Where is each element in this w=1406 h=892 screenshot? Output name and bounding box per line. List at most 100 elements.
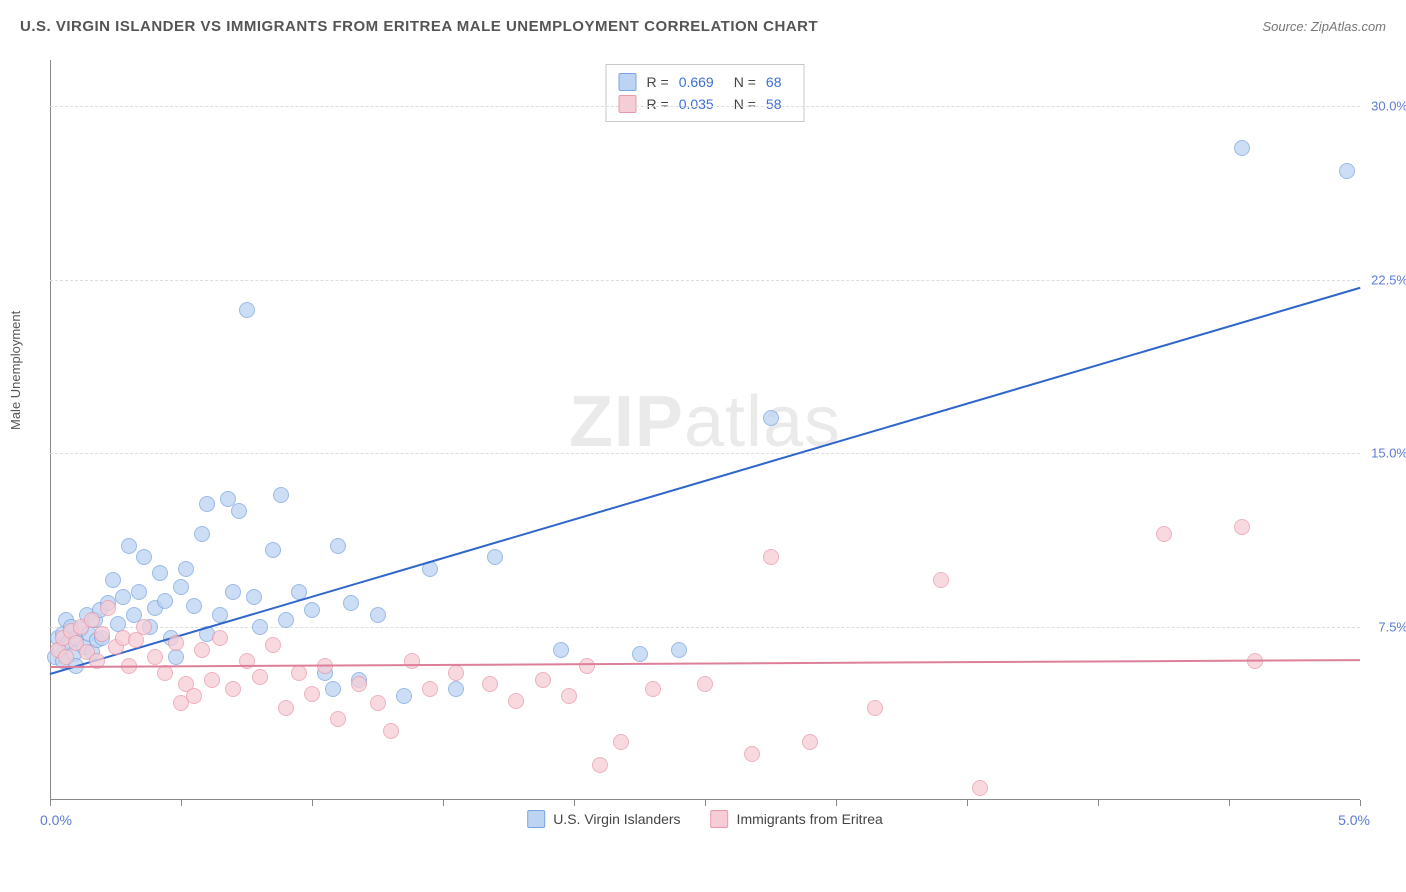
x-tick xyxy=(443,800,444,806)
data-point xyxy=(370,607,386,623)
legend-swatch xyxy=(619,73,637,91)
x-tick xyxy=(967,800,968,806)
data-point xyxy=(131,584,147,600)
data-point xyxy=(291,665,307,681)
data-point xyxy=(265,542,281,558)
data-point xyxy=(173,579,189,595)
chart-title: U.S. VIRGIN ISLANDER VS IMMIGRANTS FROM … xyxy=(20,18,818,35)
data-point xyxy=(115,589,131,605)
x-tick xyxy=(574,800,575,806)
data-point xyxy=(579,658,595,674)
data-point xyxy=(1234,519,1250,535)
data-point xyxy=(147,649,163,665)
y-tick-label: 22.5% xyxy=(1371,272,1406,287)
data-point xyxy=(231,503,247,519)
n-label: N = xyxy=(734,96,756,112)
data-point xyxy=(396,688,412,704)
legend-item: Immigrants from Eritrea xyxy=(711,810,883,828)
data-point xyxy=(671,642,687,658)
legend-item: U.S. Virgin Islanders xyxy=(527,810,680,828)
data-point xyxy=(802,734,818,750)
n-value: 68 xyxy=(766,74,782,90)
data-point xyxy=(744,746,760,762)
data-point xyxy=(561,688,577,704)
data-point xyxy=(330,538,346,554)
r-value: 0.035 xyxy=(679,96,714,112)
data-point xyxy=(204,672,220,688)
r-label: R = xyxy=(647,96,669,112)
data-point xyxy=(304,686,320,702)
data-point xyxy=(186,598,202,614)
data-point xyxy=(972,780,988,796)
data-point xyxy=(330,711,346,727)
data-point xyxy=(136,549,152,565)
chart-header: U.S. VIRGIN ISLANDER VS IMMIGRANTS FROM … xyxy=(20,18,1386,35)
data-point xyxy=(278,612,294,628)
data-point xyxy=(273,487,289,503)
stats-legend-box: R = 0.669 N = 68 R = 0.035 N = 58 xyxy=(606,64,805,122)
data-point xyxy=(325,681,341,697)
data-point xyxy=(252,619,268,635)
data-point xyxy=(194,642,210,658)
n-value: 58 xyxy=(766,96,782,112)
data-point xyxy=(448,665,464,681)
data-point xyxy=(168,635,184,651)
legend-swatch xyxy=(619,95,637,113)
legend-label: U.S. Virgin Islanders xyxy=(553,811,680,827)
data-point xyxy=(239,302,255,318)
data-point xyxy=(136,619,152,635)
x-tick xyxy=(181,800,182,806)
y-tick-label: 7.5% xyxy=(1378,619,1406,634)
data-point xyxy=(194,526,210,542)
x-tick xyxy=(1098,800,1099,806)
x-tick xyxy=(312,800,313,806)
data-point xyxy=(1234,140,1250,156)
data-point xyxy=(212,630,228,646)
data-point xyxy=(482,676,498,692)
y-axis-line xyxy=(50,60,51,800)
data-point xyxy=(370,695,386,711)
data-point xyxy=(448,681,464,697)
data-point xyxy=(304,602,320,618)
trend-line xyxy=(50,287,1361,675)
data-point xyxy=(404,653,420,669)
scatter-chart: ZIPatlas R =0.669N =68R =0.035N =58 U.S.… xyxy=(50,60,1360,800)
data-point xyxy=(278,700,294,716)
n-label: N = xyxy=(734,74,756,90)
data-point xyxy=(84,612,100,628)
grid-line xyxy=(50,627,1360,628)
data-point xyxy=(763,549,779,565)
data-point xyxy=(121,538,137,554)
r-label: R = xyxy=(647,74,669,90)
legend-label: Immigrants from Eritrea xyxy=(737,811,883,827)
data-point xyxy=(383,723,399,739)
x-axis-max-label: 5.0% xyxy=(1338,812,1370,828)
x-tick xyxy=(836,800,837,806)
legend-swatch xyxy=(711,810,729,828)
y-tick-label: 30.0% xyxy=(1371,99,1406,114)
x-tick xyxy=(705,800,706,806)
data-point xyxy=(422,681,438,697)
y-tick-label: 15.0% xyxy=(1371,446,1406,461)
data-point xyxy=(645,681,661,697)
x-tick xyxy=(1360,800,1361,806)
data-point xyxy=(225,584,241,600)
data-point xyxy=(199,496,215,512)
r-value: 0.669 xyxy=(679,74,714,90)
data-point xyxy=(252,669,268,685)
data-point xyxy=(697,676,713,692)
data-point xyxy=(58,649,74,665)
data-point xyxy=(157,593,173,609)
chart-source: Source: ZipAtlas.com xyxy=(1262,19,1386,34)
stats-row: R = 0.669 N = 68 xyxy=(619,71,792,93)
data-point xyxy=(100,600,116,616)
data-point xyxy=(225,681,241,697)
x-tick xyxy=(50,800,51,806)
data-point xyxy=(1339,163,1355,179)
data-point xyxy=(592,757,608,773)
x-tick xyxy=(1229,800,1230,806)
data-point xyxy=(1156,526,1172,542)
data-point xyxy=(343,595,359,611)
data-point xyxy=(508,693,524,709)
stats-row: R = 0.035 N = 58 xyxy=(619,93,792,115)
